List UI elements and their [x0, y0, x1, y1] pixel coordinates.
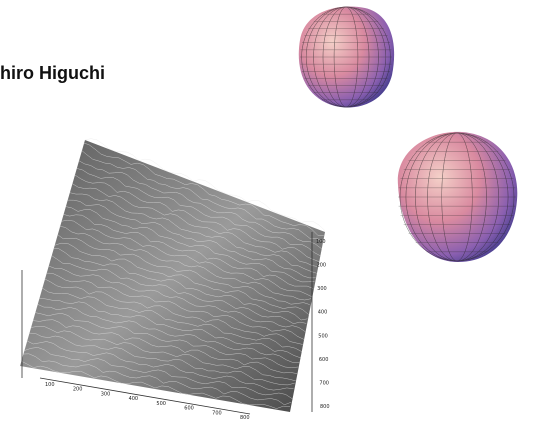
- surface-mesh: [19, 138, 326, 409]
- mesh-line: [61, 219, 313, 298]
- mesh-line: [54, 242, 309, 315]
- mesh-line: [50, 254, 307, 324]
- x-tick-label: 300: [101, 391, 111, 397]
- mesh-line: [19, 360, 291, 409]
- mesh-line: [78, 160, 322, 249]
- mesh-line: [22, 353, 292, 406]
- blob-2: [397, 131, 518, 262]
- mesh-line: [69, 192, 317, 274]
- x-tick-label: 400: [129, 396, 139, 402]
- mesh-line: [43, 278, 303, 345]
- depth-tick-label: 700: [319, 380, 329, 386]
- mesh-line: [48, 265, 306, 332]
- depth-tick-label: 500: [318, 333, 328, 339]
- mesh-line: [41, 287, 302, 352]
- mesh-line: [84, 138, 326, 231]
- mesh-line: [67, 199, 316, 279]
- x-axis: [39, 377, 251, 415]
- x-tick-label: 700: [212, 410, 222, 416]
- mesh-line: [35, 312, 299, 368]
- depth-tick-label: 800: [320, 404, 330, 410]
- mesh-line: [39, 297, 301, 359]
- x-tick-label: 600: [184, 406, 194, 412]
- mesh-line: [26, 340, 294, 391]
- mesh-line: [58, 225, 312, 301]
- mesh-line: [63, 214, 314, 289]
- mesh-line: [71, 183, 319, 267]
- mesh-line: [74, 174, 320, 262]
- x-tick-label: 100: [45, 382, 55, 388]
- mesh-line: [37, 303, 300, 364]
- depth-tick-label: 600: [319, 357, 329, 363]
- mesh-line: [82, 142, 324, 236]
- mesh-line: [52, 247, 308, 321]
- mesh-line: [24, 347, 293, 400]
- surface-plot: 100 200 300 400 500 600 700 800 100 200 300 400 500 6…: [19, 138, 330, 421]
- blob-1: [298, 6, 395, 108]
- x-tick-label: 200: [73, 387, 83, 393]
- heading: hiro Higuchi: [0, 63, 105, 83]
- depth-tick-label: 200: [317, 263, 327, 269]
- mesh-line: [76, 168, 321, 257]
- mesh-line: [32, 319, 298, 374]
- depth-tick-label: 300: [317, 286, 327, 292]
- mesh-line: [65, 206, 315, 283]
- x-tick-label: 500: [156, 401, 166, 407]
- mesh-line: [30, 326, 296, 382]
- depth-tick-label: 100: [316, 239, 326, 245]
- mesh-line: [56, 233, 310, 305]
- mesh-line: [80, 149, 323, 242]
- mesh-line: [28, 332, 295, 386]
- depth-tick-label: 400: [318, 310, 328, 316]
- x-tick-label: 800: [240, 415, 250, 421]
- mesh-line: [45, 272, 305, 340]
